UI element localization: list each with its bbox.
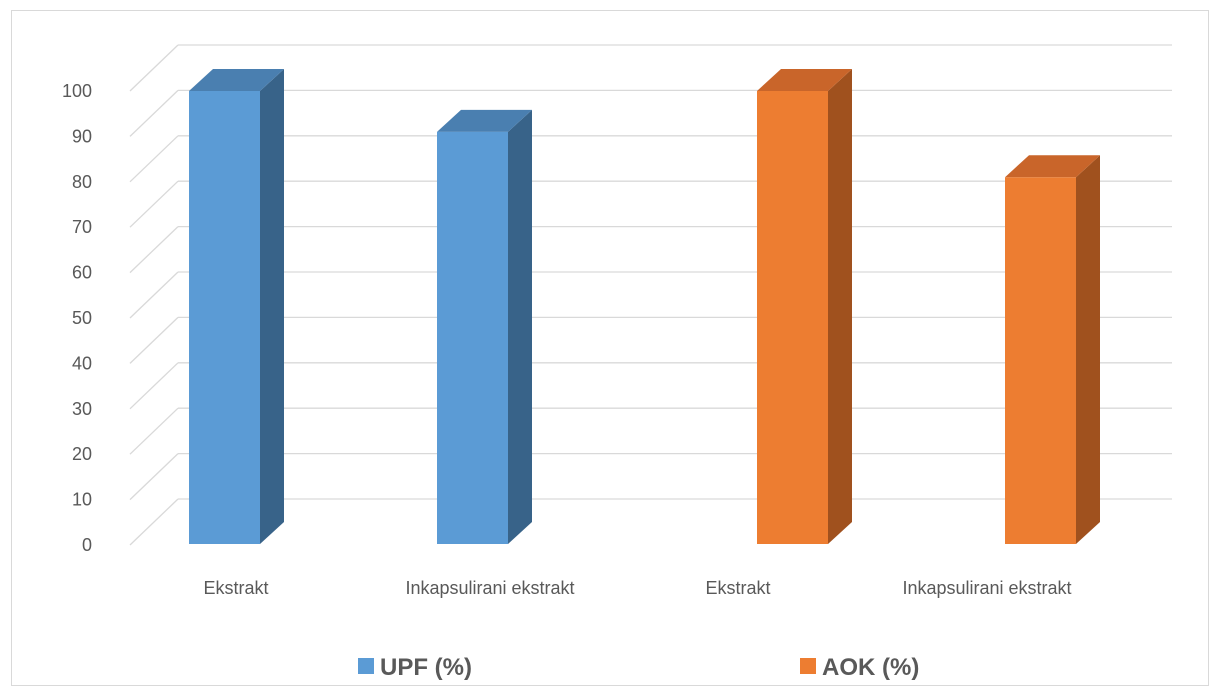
y-tick-label: 0 [82, 535, 92, 555]
y-tick-label: 40 [72, 353, 92, 373]
y-tick-label: 60 [72, 263, 92, 283]
gridline-diagonal-70 [129, 180, 179, 228]
y-tick-label: 90 [72, 126, 92, 146]
gridline-diagonal-10 [129, 453, 179, 501]
x-category-label: Ekstrakt [203, 578, 268, 598]
bar-side [508, 109, 532, 545]
y-tick-label: 30 [72, 399, 92, 419]
bar-side [828, 69, 852, 544]
gridline-diagonal-90 [129, 89, 179, 137]
bar [757, 91, 828, 544]
bar-top [437, 109, 532, 132]
gridline-diagonal-80 [129, 135, 179, 183]
bar-side [1076, 155, 1100, 544]
gridline-diagonal-40 [129, 316, 179, 364]
x-category-label: Ekstrakt [705, 578, 770, 598]
y-tick-label: 80 [72, 172, 92, 192]
y-tick-label: 70 [72, 217, 92, 237]
bar [1005, 177, 1076, 544]
y-tick-label: 100 [62, 81, 92, 101]
legend-swatch [358, 658, 374, 674]
bar-top [757, 69, 852, 91]
gridline-diagonal-30 [129, 362, 179, 410]
gridline-diagonal-50 [129, 271, 179, 319]
legend-swatch [800, 658, 816, 674]
bar-side [260, 69, 284, 544]
y-tick-label: 10 [72, 490, 92, 510]
gridline-diagonal-0 [129, 498, 179, 546]
bar [189, 91, 260, 544]
bar-top [189, 69, 284, 91]
y-tick-label: 20 [72, 444, 92, 464]
x-category-label: Inkapsulirani ekstrakt [405, 578, 574, 598]
legend-label: AOK (%) [822, 654, 919, 681]
y-tick-label: 50 [72, 308, 92, 328]
gridline-diagonal-20 [129, 407, 179, 455]
gridline-diagonal-100 [129, 44, 179, 92]
x-category-label: Inkapsulirani ekstrakt [902, 578, 1071, 598]
bar-top [1005, 155, 1100, 178]
legend-label: UPF (%) [380, 654, 472, 681]
bar [437, 131, 508, 545]
gridline-diagonal-60 [129, 226, 179, 274]
